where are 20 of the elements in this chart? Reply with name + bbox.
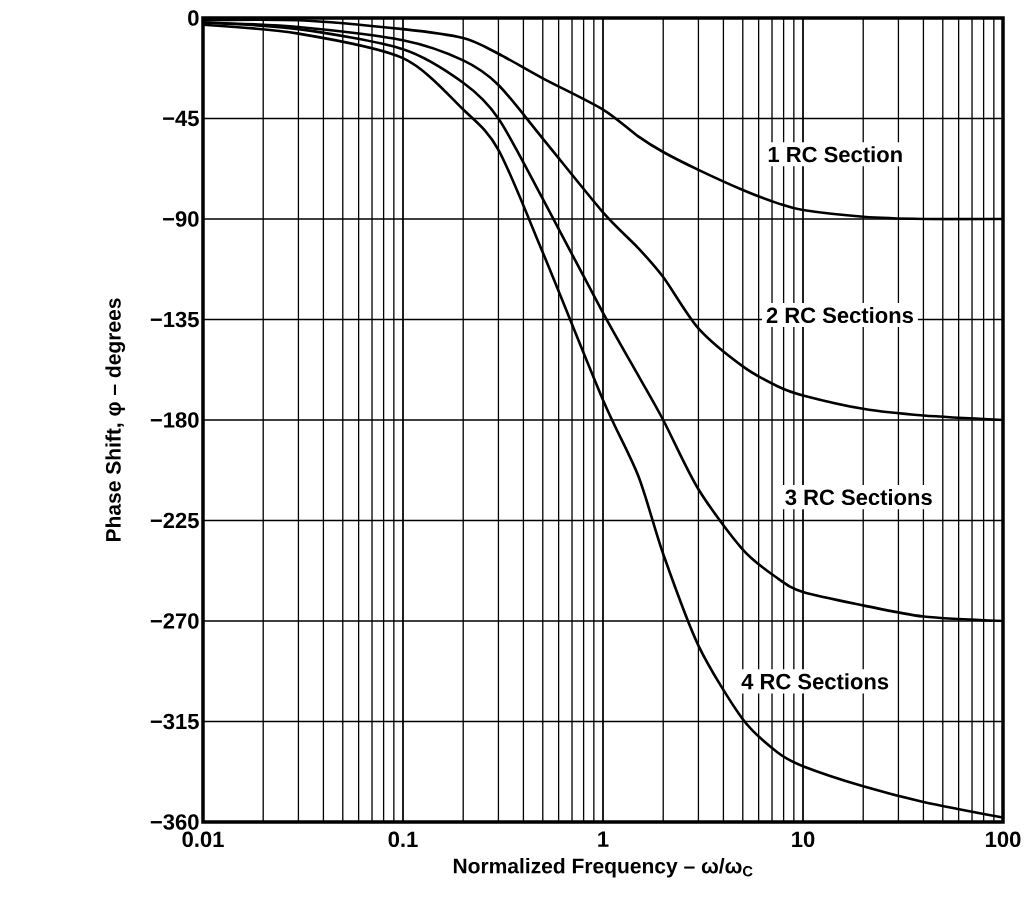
x-axis-title: Normalized Frequency – ω/ω$_{C}$ xyxy=(453,857,753,878)
y-tick-label: −180 xyxy=(150,412,199,428)
y-tick-label: −270 xyxy=(150,613,199,629)
y-tick-label: −45 xyxy=(163,110,199,127)
x-tick-label: 1 xyxy=(598,831,609,847)
y-tick-label: −360 xyxy=(150,814,199,830)
text: 2 RC Sections xyxy=(766,306,913,324)
x-tick-label: 0.01 xyxy=(182,831,224,848)
y-tick-label: 0 xyxy=(188,10,199,26)
y-tick-label: −225 xyxy=(150,512,199,529)
x-tick-label: 100 xyxy=(986,831,1021,848)
series-label: 1 RC Section xyxy=(768,146,902,163)
y-tick-label: −315 xyxy=(150,713,199,730)
y-tick-label: −135 xyxy=(150,311,199,328)
x-tick-label: 0.1 xyxy=(388,831,418,848)
x-tick-label: 10 xyxy=(792,831,815,848)
text: 3 RC Sections xyxy=(785,488,932,506)
y-tick-label: −90 xyxy=(163,211,199,227)
y-axis-title: Phase Shift, φ – degrees xyxy=(105,298,126,542)
series-label: 4 RC Sections xyxy=(741,673,889,690)
